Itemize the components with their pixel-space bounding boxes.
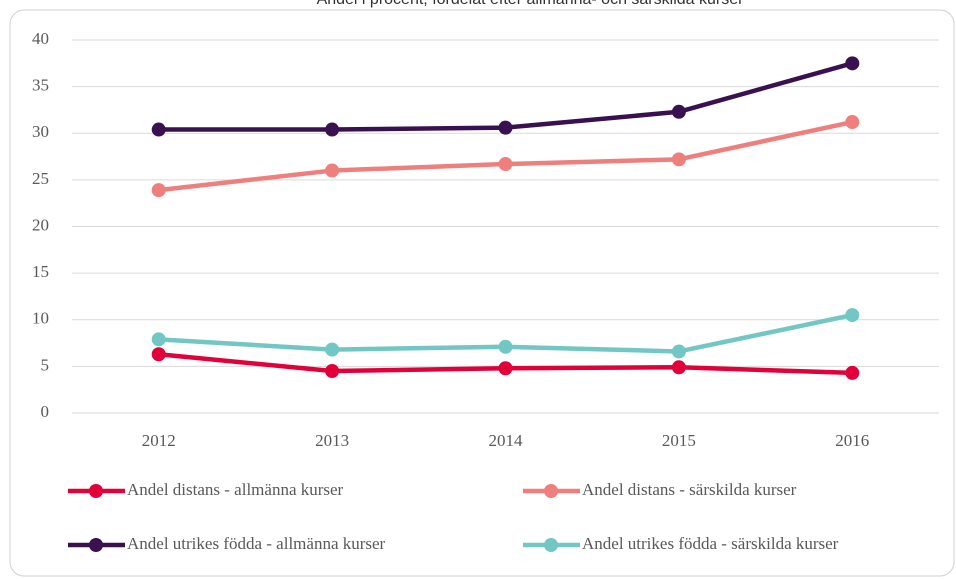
data-point	[671, 344, 686, 359]
x-tick-label: 2014	[489, 431, 524, 450]
data-point	[498, 361, 513, 376]
data-point	[671, 152, 686, 167]
data-point	[671, 360, 686, 375]
x-tick-label: 2016	[835, 431, 869, 450]
legend-label: Andel utrikes födda - allmänna kurser	[127, 534, 386, 553]
y-tick-label: 30	[32, 122, 49, 141]
data-point	[498, 120, 513, 135]
legend-marker	[544, 484, 558, 498]
x-tick-label: 2013	[315, 431, 349, 450]
legend-marker	[89, 538, 103, 552]
y-tick-label: 5	[41, 355, 50, 374]
x-tick-label: 2012	[142, 431, 176, 450]
legend-marker	[89, 484, 103, 498]
data-point	[151, 332, 166, 347]
y-tick-label: 15	[32, 262, 49, 281]
legend-label: Andel distans - allmänna kurser	[127, 480, 344, 499]
data-point	[325, 342, 340, 357]
data-point	[151, 183, 166, 198]
chart-title: Andel i procent, fördelat efter allmänna…	[317, 0, 745, 8]
data-point	[325, 122, 340, 137]
y-tick-label: 10	[32, 309, 49, 328]
data-point	[845, 56, 860, 71]
y-tick-label: 40	[32, 29, 49, 48]
y-tick-label: 35	[32, 76, 49, 95]
data-point	[498, 157, 513, 172]
legend-label: Andel utrikes födda - särskilda kurser	[582, 534, 839, 553]
y-tick-label: 20	[32, 215, 49, 234]
legend-marker	[544, 538, 558, 552]
y-tick-label: 0	[41, 402, 50, 421]
data-point	[671, 104, 686, 119]
data-point	[325, 364, 340, 379]
data-point	[845, 308, 860, 323]
data-point	[498, 339, 513, 354]
x-tick-label: 2015	[662, 431, 696, 450]
data-point	[845, 115, 860, 130]
data-point	[325, 163, 340, 178]
data-point	[845, 365, 860, 380]
data-point	[151, 122, 166, 137]
y-tick-label: 25	[32, 169, 49, 188]
data-point	[151, 347, 166, 362]
legend-label: Andel distans - särskilda kurser	[582, 480, 797, 499]
